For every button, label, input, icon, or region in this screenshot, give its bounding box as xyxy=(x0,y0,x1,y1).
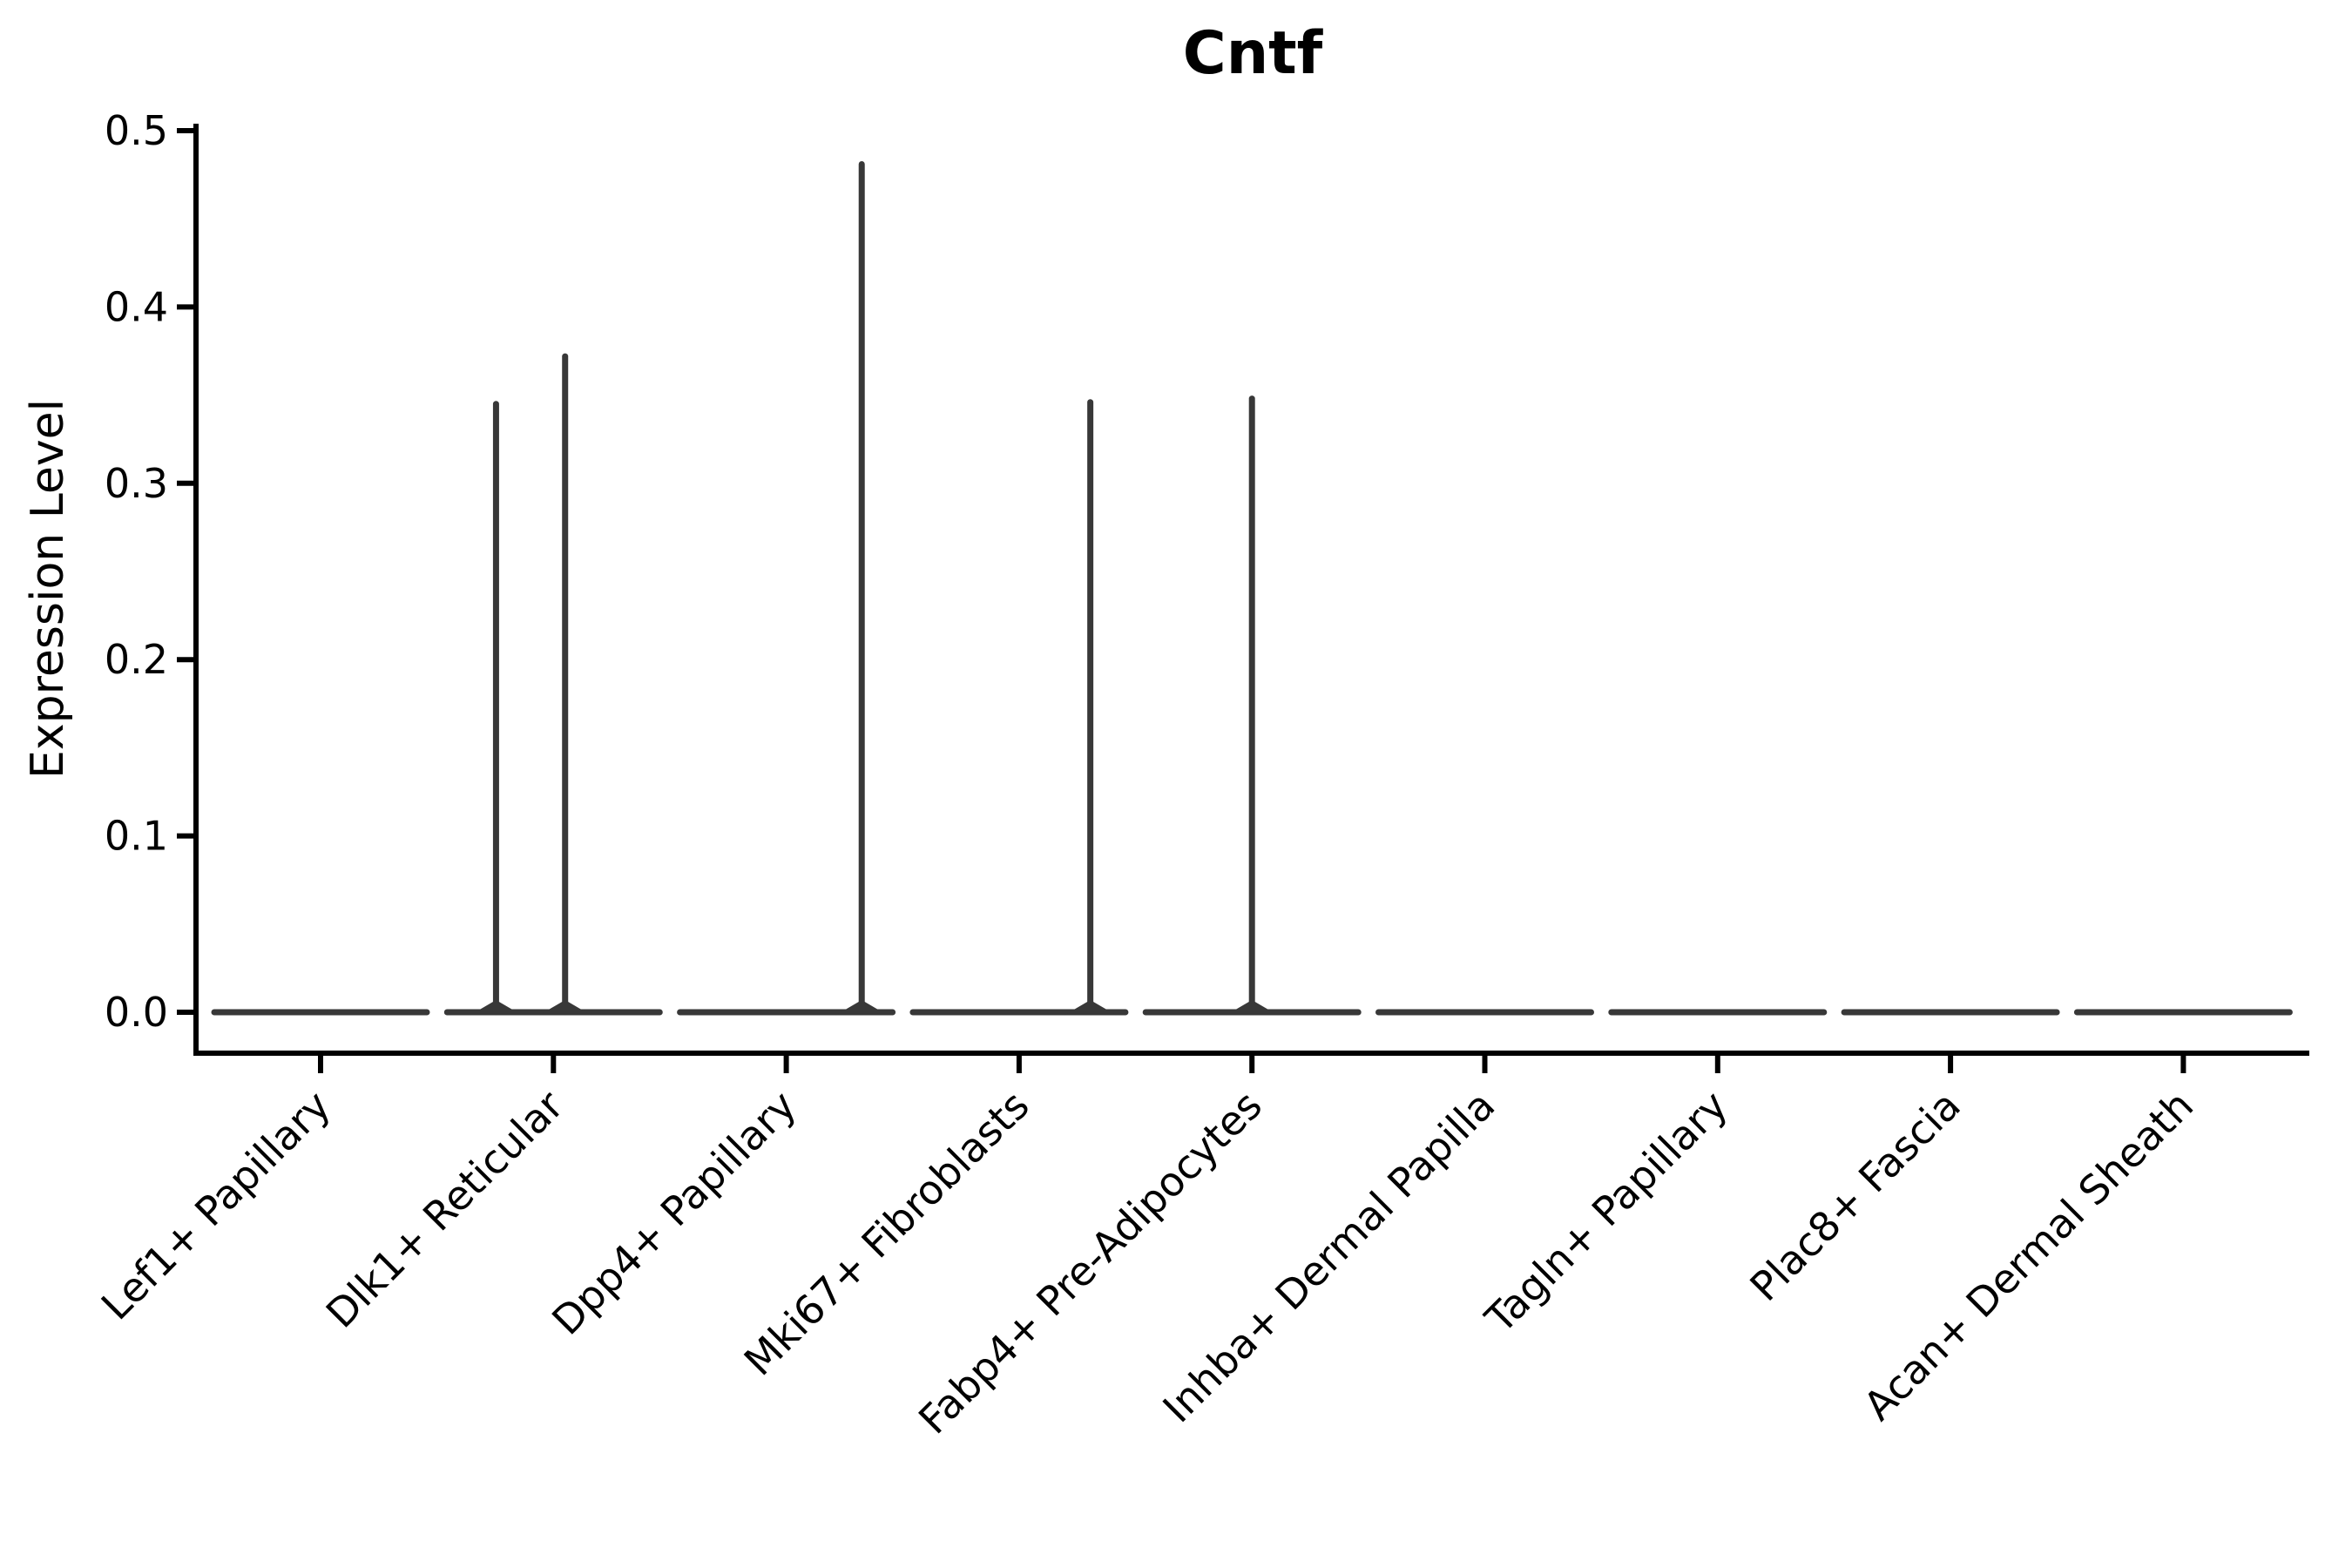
y-axis-ticks: 0.0 0.1 0.2 0.3 0.4 0.5 xyxy=(105,107,196,1036)
violin xyxy=(443,353,663,1016)
plot-title: Cntf xyxy=(1183,19,1324,88)
x-tick-label: Lef1+ Papillary xyxy=(92,1082,340,1329)
y-axis-label: Expression Level xyxy=(22,399,74,779)
x-tick-label: Tagln+ Papillary xyxy=(1476,1082,1737,1343)
violin xyxy=(1142,395,1362,1016)
y-tick-label: 0.0 xyxy=(105,989,168,1036)
x-tick-label: Plac8+ Fascia xyxy=(1740,1082,1969,1310)
y-tick-label: 0.4 xyxy=(105,283,168,330)
x-tick-label: Dlk1+ Reticular xyxy=(317,1082,572,1337)
y-tick-label: 0.2 xyxy=(105,636,168,683)
violin xyxy=(677,160,896,1016)
violins xyxy=(211,160,2293,1016)
y-tick-label: 0.1 xyxy=(105,813,168,860)
violin xyxy=(909,399,1129,1016)
x-tick-label: Dpp4+ Papillary xyxy=(543,1082,805,1344)
y-tick-label: 0.5 xyxy=(105,107,168,154)
y-tick-label: 0.3 xyxy=(105,460,168,507)
